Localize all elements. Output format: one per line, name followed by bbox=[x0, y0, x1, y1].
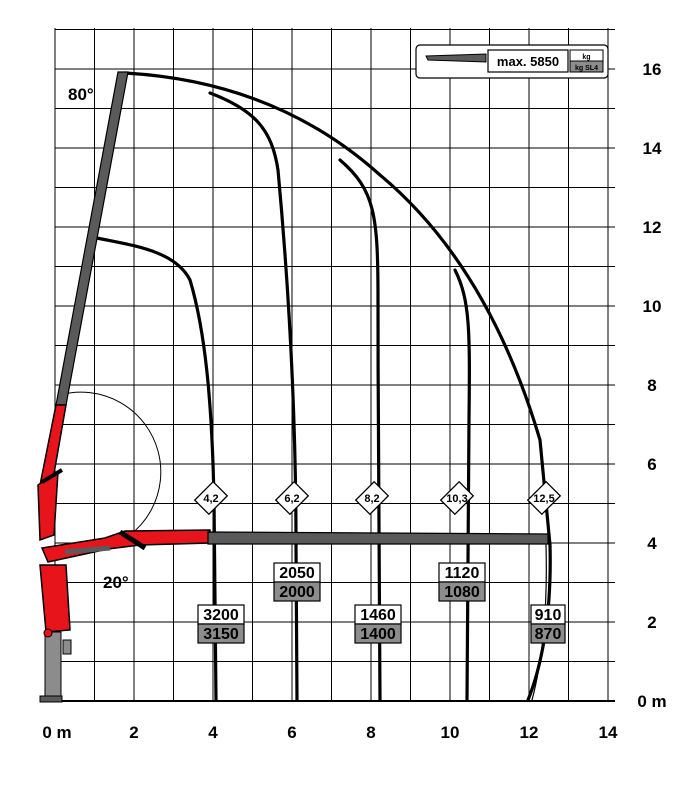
curve-10-3 bbox=[453, 268, 471, 702]
capacity-kg-value: 3200 bbox=[203, 607, 239, 624]
horizontal-boom bbox=[40, 529, 549, 563]
angle-80-label: 80° bbox=[68, 85, 94, 104]
y-tick-label: 10 bbox=[643, 297, 662, 316]
x-tick-label: 8 bbox=[366, 723, 375, 742]
capacity-sl4-box bbox=[530, 623, 566, 644]
reach-marker-box bbox=[193, 480, 229, 516]
curve-8-2 bbox=[338, 158, 382, 702]
capacity-sl4-value: 2000 bbox=[279, 584, 315, 601]
capacity-sl4-box bbox=[197, 623, 245, 644]
capacity-sl4-value: 1400 bbox=[360, 626, 396, 643]
capacity-box: 1120 1080 bbox=[438, 562, 486, 602]
reach-marker: 6,2 bbox=[274, 480, 310, 516]
x-tick-label: 2 bbox=[129, 723, 138, 742]
knuckle-red bbox=[37, 470, 59, 542]
y-tick-label: 14 bbox=[643, 139, 662, 158]
capacity-sl4-box bbox=[354, 623, 402, 644]
legend-unit-sl4: kg SL4 bbox=[575, 65, 598, 72]
capacity-kg-value: 910 bbox=[535, 607, 562, 624]
reach-marker-label: 6,2 bbox=[284, 493, 299, 505]
y-tick-label: 6 bbox=[647, 455, 656, 474]
reach-marker-label: 10,3 bbox=[446, 493, 467, 505]
capacity-sl4-box bbox=[438, 581, 486, 602]
reach-marker-box bbox=[526, 480, 562, 516]
reach-marker: 8,2 bbox=[354, 480, 390, 516]
y-tick-label: 8 bbox=[647, 376, 656, 395]
y-tick-label: 0 m bbox=[637, 692, 666, 711]
capacity-box: 2050 2000 bbox=[273, 562, 321, 602]
reach-marker-box bbox=[439, 480, 475, 516]
reach-marker: 12,5 bbox=[526, 480, 562, 516]
raised-boom-gray bbox=[55, 71, 129, 406]
y-tick-label: 2 bbox=[647, 613, 656, 632]
column-block bbox=[62, 639, 72, 655]
reach-marker-box bbox=[354, 480, 390, 516]
curve-4-2 bbox=[95, 236, 218, 702]
x-axis-ticks: 0 m 2 4 6 8 10 12 14 bbox=[42, 723, 618, 742]
capacity-kg-value: 2050 bbox=[279, 565, 315, 582]
legend-max-label: max. 5850 bbox=[497, 54, 559, 69]
legend-box: max. 5850 kg kg SL4 bbox=[415, 44, 609, 79]
x-tick-label: 10 bbox=[441, 723, 460, 742]
angle-20-label: 20° bbox=[103, 573, 129, 592]
x-tick-label: 0 m bbox=[42, 723, 71, 742]
reach-marker-box bbox=[274, 480, 310, 516]
capacity-kg-value: 1120 bbox=[445, 565, 480, 582]
reach-markers: 4,2 6,2 8,2 10,3 12,5 bbox=[193, 480, 562, 516]
y-axis-ticks: 0 m 2 4 6 8 10 12 14 16 bbox=[637, 60, 666, 711]
y-tick-label: 12 bbox=[643, 218, 662, 237]
column-pivot bbox=[43, 628, 53, 638]
x-tick-label: 14 bbox=[599, 723, 618, 742]
reach-marker-label: 4,2 bbox=[203, 493, 218, 505]
reach-marker: 4,2 bbox=[193, 480, 229, 516]
capacity-sl4-value: 1080 bbox=[444, 584, 480, 601]
reach-curves bbox=[95, 71, 552, 702]
column-base bbox=[44, 631, 62, 701]
boom-cylinder bbox=[64, 545, 111, 555]
x-tick-label: 4 bbox=[208, 723, 218, 742]
capacity-sl4-value: 3150 bbox=[203, 626, 239, 643]
legend-boom-icon bbox=[425, 53, 487, 63]
raised-boom bbox=[37, 71, 129, 542]
legend-unit-kg: kg bbox=[582, 54, 590, 61]
boom-gray-segment bbox=[207, 531, 549, 545]
capacity-box: 1460 1400 bbox=[354, 604, 402, 644]
grid bbox=[54, 28, 615, 702]
capacity-sl4-value: 870 bbox=[535, 626, 562, 643]
outer-envelope-curve bbox=[123, 71, 552, 702]
column-foot bbox=[39, 695, 63, 703]
raised-boom-red bbox=[39, 404, 67, 486]
crane-column bbox=[39, 564, 72, 703]
reach-marker-label: 8,2 bbox=[364, 493, 379, 505]
y-tick-label: 16 bbox=[643, 60, 662, 79]
x-tick-label: 6 bbox=[287, 723, 296, 742]
boom-link bbox=[118, 529, 147, 551]
reach-marker-label: 12,5 bbox=[533, 493, 554, 505]
reach-marker: 10,3 bbox=[439, 480, 475, 516]
legend-sl4-box bbox=[569, 60, 604, 73]
capacity-box: 3200 3150 bbox=[197, 604, 245, 644]
capacity-sl4-box bbox=[273, 581, 321, 602]
curve-6-2 bbox=[208, 91, 299, 702]
knuckle-link bbox=[40, 468, 64, 484]
y-tick-label: 4 bbox=[647, 534, 657, 553]
legend-max-box bbox=[487, 49, 569, 73]
column-red bbox=[39, 564, 71, 633]
slewing-arc bbox=[59, 391, 162, 550]
capacity-kg-value: 1460 bbox=[360, 607, 396, 624]
x-tick-label: 12 bbox=[520, 723, 539, 742]
